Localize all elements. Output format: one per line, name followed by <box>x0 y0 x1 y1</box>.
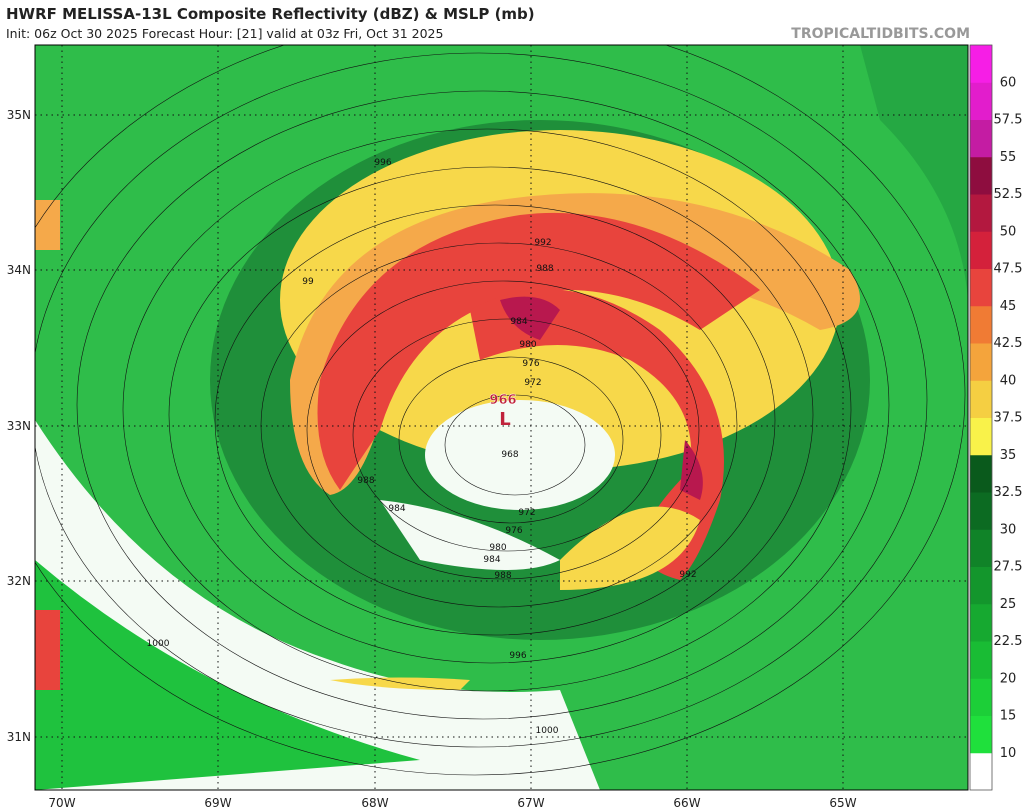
colorbar-label: 40 <box>1000 373 1017 388</box>
isobar <box>306 280 700 580</box>
colorbar-segment <box>970 678 992 716</box>
contour-label: 968 <box>501 450 518 460</box>
lat-label: 31N <box>7 730 31 744</box>
colorbar-segment <box>970 529 992 567</box>
isobar <box>122 128 852 692</box>
isobar <box>352 318 662 552</box>
colorbar-segment <box>970 454 992 493</box>
colorbar-label: 42.5 <box>994 336 1023 351</box>
colorbar-label: 27.5 <box>994 560 1023 575</box>
contour-label: 988 <box>357 476 374 486</box>
map-frame <box>34 44 969 791</box>
colorbar-label: 37.5 <box>994 411 1023 426</box>
contour-label: 996 <box>509 651 526 661</box>
contour-label: 976 <box>522 359 539 369</box>
colorbar-label: 60 <box>1000 75 1017 90</box>
colorbar-label: 32.5 <box>994 485 1023 500</box>
lon-label: 66W <box>673 796 700 810</box>
contour-label: 992 <box>534 238 551 248</box>
colorbar: 10 15 20 22.5 25 27.5 30 32.5 35 37.5 40 42.5 45 47.5… <box>969 44 1023 791</box>
colorbar-label: 57.5 <box>994 113 1023 128</box>
contour-label: 988 <box>536 264 553 274</box>
isobar <box>214 204 776 636</box>
lat-label: 35N <box>7 108 31 122</box>
isobar <box>35 45 966 776</box>
isobar <box>444 394 586 496</box>
subtitle: Init: 06z Oct 30 2025 Forecast Hour: [21… <box>6 26 443 41</box>
contour-label: 984 <box>510 317 527 327</box>
contour-label: 996 <box>374 158 391 168</box>
colorbar-segment <box>970 492 992 530</box>
isobar <box>76 90 890 720</box>
colorbar-label: 10 <box>1000 746 1017 761</box>
watermark: TROPICALTIDBITS.COM <box>791 26 970 42</box>
colorbar-segment <box>970 194 992 232</box>
lon-label: 68W <box>361 796 388 810</box>
isobar <box>398 356 624 524</box>
colorbar-label: 30 <box>1000 522 1017 537</box>
colorbar-segment <box>970 119 992 158</box>
colorbar-segment <box>970 305 992 344</box>
contour-label: 988 <box>494 571 511 581</box>
colorbar-label: 15 <box>1000 709 1017 724</box>
lon-label: 67W <box>517 796 544 810</box>
contour-label: 972 <box>524 378 541 388</box>
contour-label: 99 <box>302 277 314 287</box>
colorbar-segment <box>970 566 992 605</box>
colorbar-segment <box>970 715 992 754</box>
lon-label: 65W <box>829 796 856 810</box>
lat-label: 33N <box>7 419 31 433</box>
lon-label: 69W <box>204 796 231 810</box>
colorbar-segment <box>970 45 992 83</box>
colorbar-label: 35 <box>1000 448 1017 463</box>
contour-label: 984 <box>483 555 500 565</box>
isobar <box>35 52 928 748</box>
colorbar-segment <box>970 268 992 307</box>
low-symbol: L <box>499 409 510 430</box>
colorbar-label: 47.5 <box>994 262 1023 277</box>
isobar <box>168 166 814 664</box>
colorbar-frame <box>969 44 993 791</box>
contour-label: 984 <box>388 504 405 514</box>
lat-label: 34N <box>7 263 31 277</box>
contour-label: 976 <box>505 526 522 536</box>
colorbar-segment <box>970 343 992 381</box>
colorbar-label: 45 <box>1000 299 1017 314</box>
mslp-contours <box>35 45 966 776</box>
lon-label: 70W <box>48 796 75 810</box>
graticule: 70W 69W 68W 67W 66W 65W 35N 34N 33N 32N 31N <box>7 45 968 810</box>
contour-label: 992 <box>679 570 696 580</box>
contour-label: 980 <box>519 340 536 350</box>
colorbar-label: 20 <box>1000 671 1017 686</box>
title: HWRF MELISSA-13L Composite Reflectivity … <box>6 5 535 23</box>
colorbar-label: 22.5 <box>994 634 1023 649</box>
colorbar-segment <box>970 82 992 120</box>
low-pressure: 966 <box>489 393 516 408</box>
contour-label: 972 <box>518 508 535 518</box>
contour-label: 1000 <box>147 639 170 649</box>
colorbar-segment <box>970 231 992 269</box>
isobar <box>260 242 738 608</box>
colorbar-label: 55 <box>1000 150 1017 165</box>
colorbar-segment <box>970 603 992 642</box>
colorbar-label: 25 <box>1000 597 1017 612</box>
colorbar-label: 50 <box>1000 224 1017 239</box>
colorbar-segment <box>970 417 992 456</box>
colorbar-segment <box>970 156 992 195</box>
colorbar-segment <box>970 641 992 679</box>
colorbar-label: 52.5 <box>994 187 1023 202</box>
colorbar-segment <box>970 752 992 791</box>
colorbar-segment <box>970 380 992 418</box>
lat-label: 32N <box>7 574 31 588</box>
contour-label: 1000 <box>536 726 559 736</box>
contour-label: 980 <box>489 543 506 553</box>
